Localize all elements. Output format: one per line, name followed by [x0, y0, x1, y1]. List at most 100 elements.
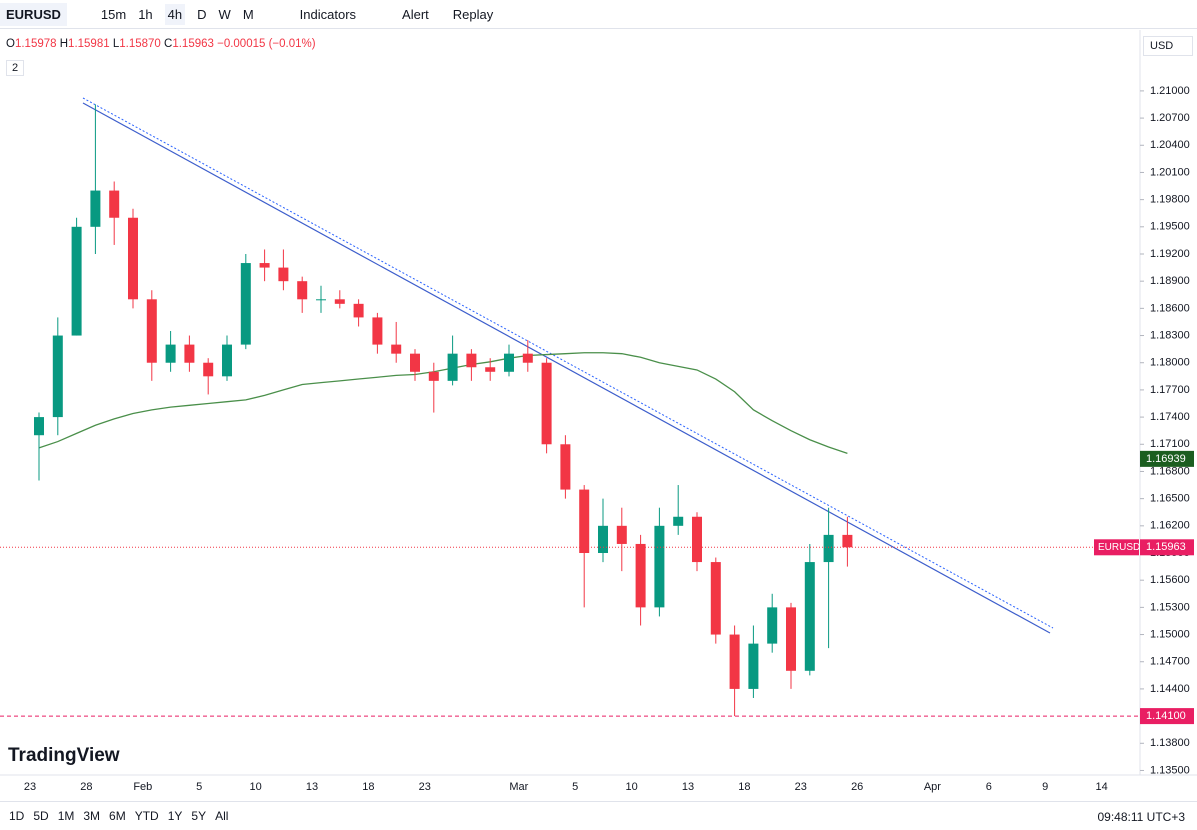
candle-body: [334, 299, 345, 304]
y-tick-label: 1.14700: [1150, 656, 1190, 668]
y-tick-label: 1.15000: [1150, 628, 1190, 640]
legend-value: 1.15963: [172, 38, 214, 50]
candle-body: [598, 525, 608, 554]
candle-body: [729, 634, 740, 689]
x-tick-label: 6: [986, 781, 992, 793]
toolbar: EURUSD 15m 1h 4h D W M Indicators Alert …: [0, 0, 1197, 29]
candle-body: [786, 607, 796, 671]
candle-body: [504, 353, 514, 372]
y-tick-label: 1.19200: [1150, 248, 1190, 260]
x-tick-label: Mar: [509, 781, 528, 793]
bottom-bar: 1D 5D 1M 3M 6M YTD 1Y 5Y All 09:48:11 UT…: [0, 801, 1197, 830]
candle-body: [673, 516, 684, 526]
candle-body: [804, 562, 815, 671]
y-tick-label: 1.16500: [1150, 493, 1190, 505]
interval[interactable]: 15m: [100, 6, 127, 22]
y-tick-label: 1.20400: [1150, 139, 1190, 151]
candle-body: [522, 353, 533, 363]
candle-body: [692, 516, 702, 563]
candle-body: [109, 190, 120, 218]
candle-body: [297, 281, 308, 300]
candle-body: [710, 562, 721, 635]
legend-value: 1.15978: [14, 38, 57, 50]
y-tick-label: 1.21000: [1150, 85, 1190, 97]
range[interactable]: 1Y: [167, 809, 183, 823]
y-tick-label: 1.13800: [1150, 737, 1190, 749]
interval[interactable]: 4h: [164, 3, 186, 25]
logo: TradingView: [8, 745, 120, 766]
interval[interactable]: 1h: [138, 6, 153, 22]
price-label: 1.15963: [1146, 541, 1186, 553]
alert-button[interactable]: Alert: [402, 6, 429, 22]
x-tick-label: 13: [682, 781, 694, 793]
x-tick-label: 18: [362, 781, 374, 793]
range[interactable]: 5D: [33, 809, 49, 823]
x-tick-label: Feb: [133, 781, 152, 793]
candle-body: [146, 299, 157, 363]
replay-button[interactable]: Replay: [452, 6, 494, 22]
price-label: 1.14100: [1146, 710, 1186, 722]
candle-body: [240, 263, 251, 345]
candle-body: [541, 362, 552, 445]
candle-body: [654, 525, 665, 608]
collapse-toggle[interactable]: 2: [6, 60, 25, 76]
range[interactable]: 1D: [9, 809, 25, 823]
interval[interactable]: M: [242, 6, 254, 22]
symbol[interactable]: EURUSD: [0, 2, 67, 26]
range[interactable]: 3M: [83, 809, 101, 823]
legend-key: C: [164, 38, 173, 50]
price-label-bg: [1140, 539, 1194, 556]
legend-value: 1.15870: [119, 38, 161, 50]
y-tick-label: 1.15300: [1150, 601, 1190, 613]
range[interactable]: 6M: [109, 809, 126, 823]
symbol-label-bg: [1094, 539, 1139, 556]
x-tick-label: 23: [795, 781, 807, 793]
x-tick-label: 10: [249, 781, 261, 793]
currency-select[interactable]: USD: [1143, 36, 1193, 56]
y-tick-label: 1.18000: [1150, 357, 1190, 369]
interval[interactable]: W: [218, 6, 231, 22]
candle-body: [579, 489, 590, 554]
candle-body: [71, 226, 82, 336]
candle-body: [560, 444, 571, 490]
x-tick-label: Apr: [924, 781, 941, 793]
trend-line-dotted: [82, 97, 1054, 629]
moving-average: [38, 352, 848, 454]
x-tick-label: 18: [738, 781, 750, 793]
x-tick-label: 13: [306, 781, 318, 793]
candle-body: [128, 217, 138, 300]
x-tick-label: 26: [851, 781, 863, 793]
candle-body: [259, 263, 270, 268]
y-tick-label: 1.18900: [1150, 275, 1190, 287]
chart: 1.21000 1.20700 1.20400 1.20100 1.19800 1.195…: [0, 30, 1197, 793]
range[interactable]: All: [215, 809, 229, 823]
candle-body: [842, 534, 853, 548]
candle-body: [767, 607, 778, 644]
x-tick-label: 5: [572, 781, 578, 793]
legend-key: H: [59, 38, 69, 50]
x-tick-label: 9: [1042, 781, 1048, 793]
x-tick-label: 14: [1095, 781, 1107, 793]
candle-body: [635, 543, 646, 608]
y-tick-label: 1.17700: [1150, 384, 1190, 396]
indicators-button[interactable]: Indicators: [299, 6, 357, 22]
candle-body: [90, 190, 101, 227]
x-tick-label: 28: [80, 781, 92, 793]
candle-body: [748, 643, 759, 689]
interval[interactable]: D: [197, 6, 207, 22]
candle-body: [278, 267, 289, 282]
ma-label-bg: [1140, 450, 1194, 467]
y-tick-label: 1.19500: [1150, 221, 1190, 233]
y-tick-label: 1.20700: [1150, 112, 1190, 124]
x-tick-label: 23: [419, 781, 431, 793]
range[interactable]: YTD: [134, 809, 159, 823]
price-label-bg: [1140, 708, 1194, 725]
y-tick-label: 1.16800: [1150, 465, 1190, 477]
range[interactable]: 5Y: [191, 809, 207, 823]
candle-body: [316, 299, 326, 301]
candle-body: [485, 367, 496, 372]
range[interactable]: 1M: [57, 809, 75, 823]
candle-body: [184, 344, 195, 363]
candle-body: [34, 417, 44, 436]
